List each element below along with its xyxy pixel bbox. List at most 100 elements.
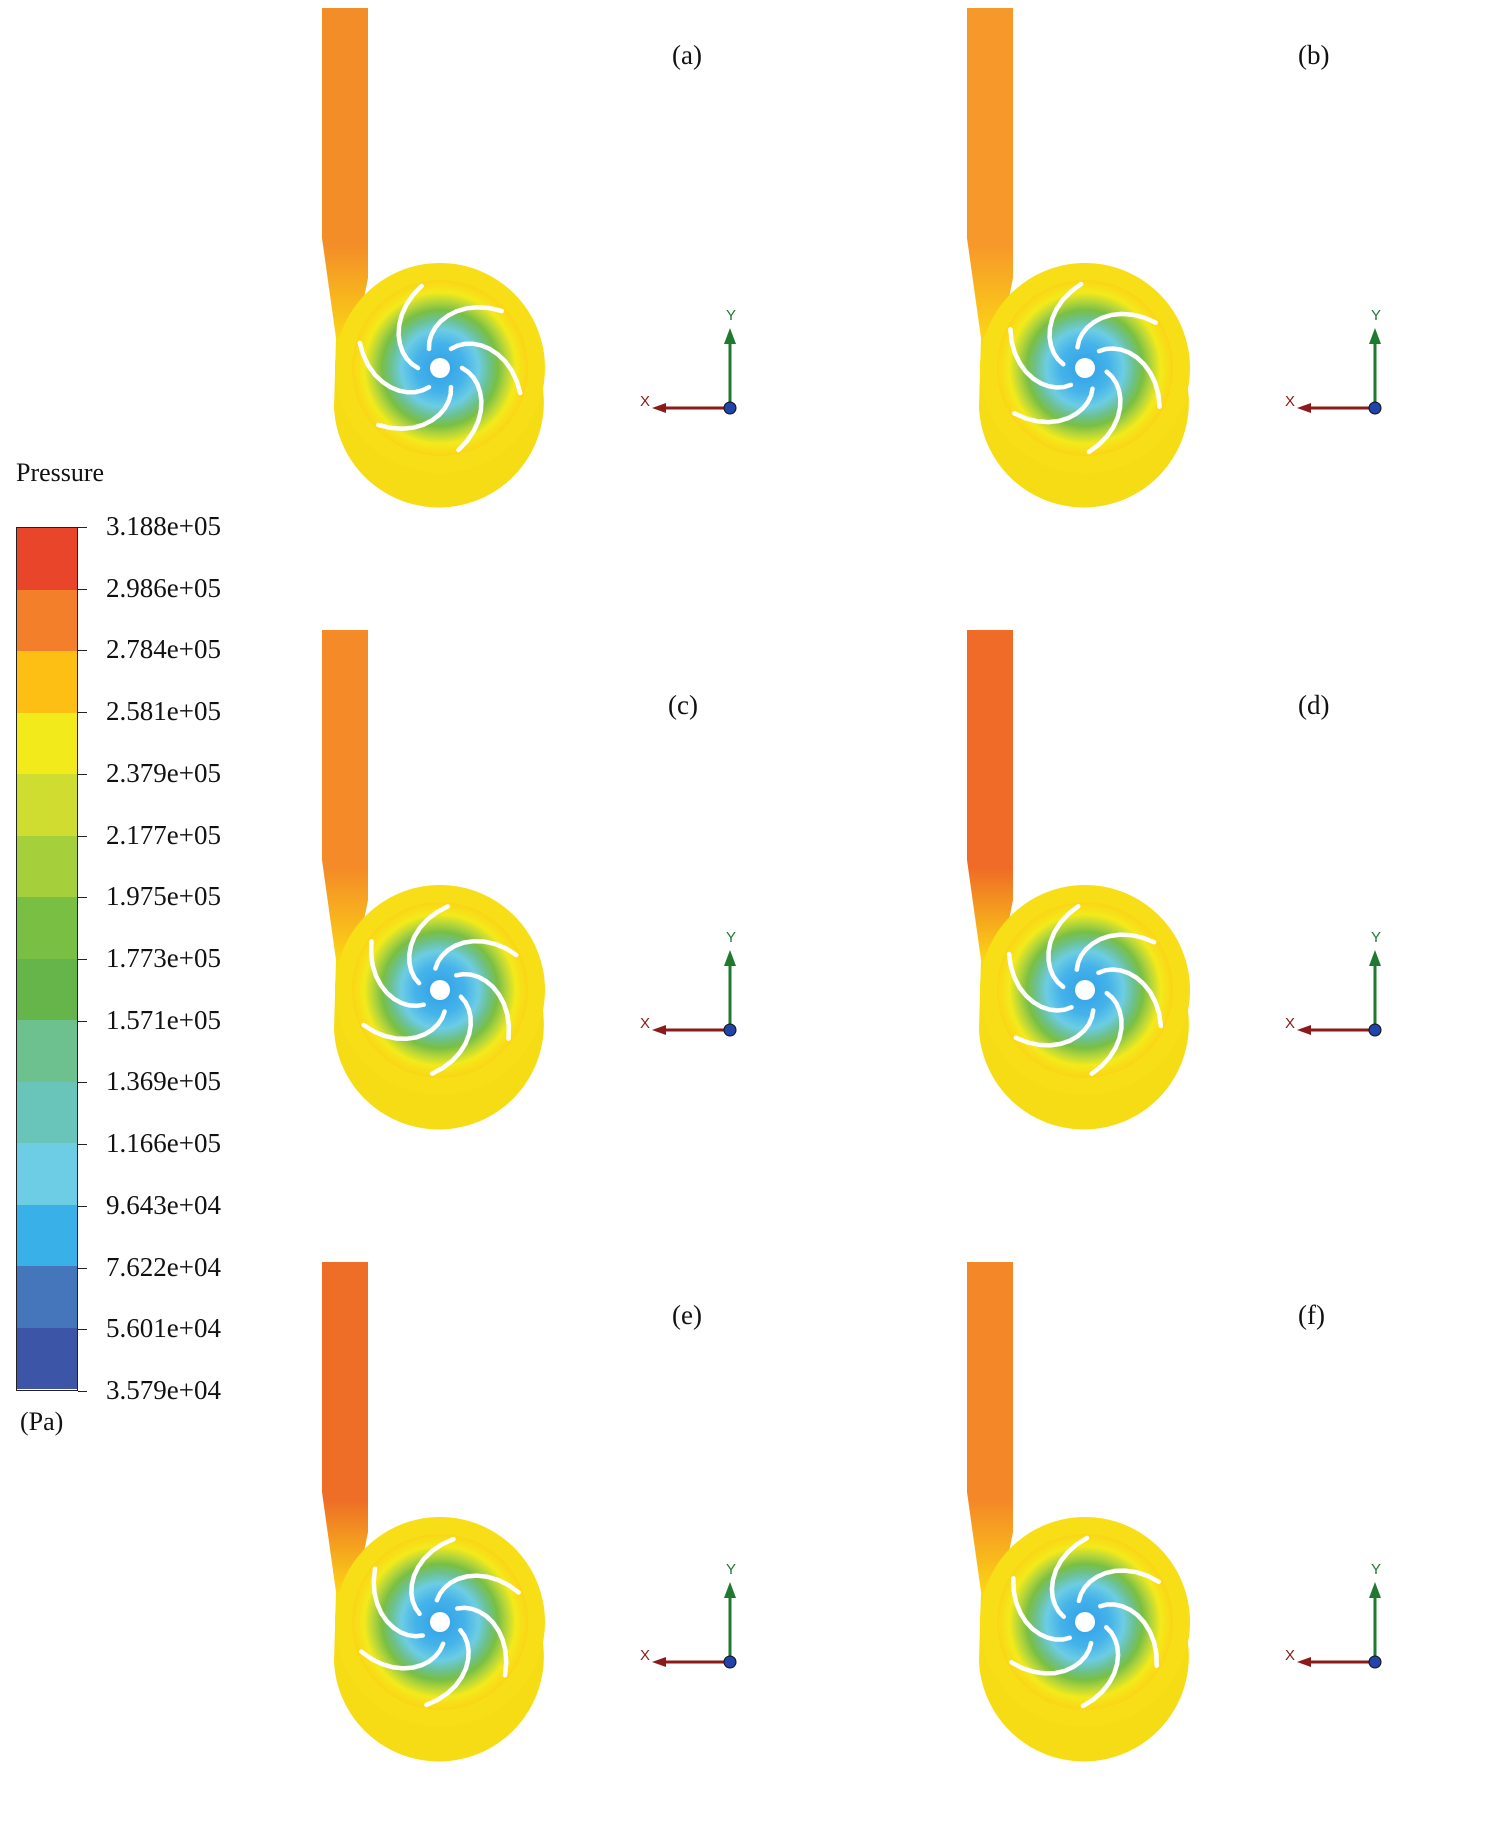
legend-label: 5.601e+04 <box>106 1313 221 1344</box>
legend-label: 3.188e+05 <box>106 511 221 541</box>
impeller-blade <box>357 340 432 395</box>
impeller-blade <box>1009 1640 1094 1676</box>
impeller-blade <box>1080 1625 1121 1709</box>
impeller-blade <box>361 1009 447 1042</box>
panel-label: (c) <box>668 690 698 720</box>
legend-label: 2.986e+05 <box>106 572 221 603</box>
legend-swatch <box>17 1081 77 1143</box>
pump-contour-e: XY <box>322 1262 737 1762</box>
legend-label: 1.975e+05 <box>106 881 221 912</box>
outlet-duct <box>322 8 368 338</box>
impeller-blade <box>433 938 519 971</box>
impeller-blade <box>1075 311 1158 350</box>
z-axis-dot <box>1368 1023 1382 1037</box>
legend-tick <box>78 1267 87 1269</box>
y-axis-label: Y <box>726 1561 736 1578</box>
outlet-duct <box>967 8 1013 338</box>
impeller-blade <box>429 994 473 1076</box>
panel-label: (a) <box>672 40 702 70</box>
panel-label: (f) <box>1298 1300 1325 1330</box>
impeller-blade <box>1046 904 1081 990</box>
impeller-blade <box>396 283 424 371</box>
legend-unit: (Pa) <box>20 1407 64 1436</box>
impeller-blade <box>1076 1568 1161 1604</box>
pump-contour-d: XY <box>967 630 1382 1130</box>
legend-tick <box>78 959 87 960</box>
impeller-blade <box>1008 327 1074 390</box>
impeller-hub <box>430 980 450 1000</box>
legend-label: 2.177e+05 <box>106 819 221 850</box>
pump-contour-f: XY <box>967 1262 1382 1762</box>
legend-label: 2.581e+05 <box>106 696 221 727</box>
legend-swatch <box>17 958 77 1020</box>
legend-tick <box>78 1082 87 1084</box>
z-axis-dot <box>723 1655 737 1669</box>
z-axis-dot <box>723 401 737 415</box>
impeller-blade <box>1096 967 1164 1029</box>
legend-label: 1.166e+05 <box>106 1128 221 1159</box>
outlet-duct <box>967 630 1013 960</box>
legend-tick <box>78 527 87 528</box>
impeller-blade <box>426 304 505 352</box>
legend-swatch <box>17 774 77 836</box>
pump-contour-c: XY <box>322 630 737 1130</box>
legend-label: 3.579e+04 <box>106 1375 221 1405</box>
impeller-blade <box>1011 1576 1072 1642</box>
impeller-blade <box>368 939 426 1009</box>
impeller-blade <box>1047 281 1084 367</box>
impeller-hub <box>1075 1612 1095 1632</box>
impeller-blade <box>409 1536 456 1617</box>
x-axis-label: X <box>1285 1647 1295 1664</box>
impeller-blade <box>1089 990 1124 1076</box>
x-axis-label: X <box>640 393 650 410</box>
x-axis-label: X <box>1285 1015 1295 1032</box>
impeller-blade <box>1006 951 1074 1013</box>
impeller-hub <box>1075 358 1095 378</box>
impeller-blade <box>375 384 454 432</box>
panel-label: (d) <box>1298 690 1330 720</box>
impeller-blade <box>455 1605 509 1678</box>
impeller-blade <box>1049 1535 1090 1619</box>
x-axis-label: X <box>1285 393 1295 410</box>
x-axis-label: X <box>640 1015 650 1032</box>
impeller-blade <box>454 971 512 1041</box>
legend-label: 7.622e+04 <box>106 1251 221 1282</box>
legend-title: Pressure <box>16 458 105 487</box>
x-axis-label: X <box>640 1647 650 1664</box>
legend-tick <box>78 1329 87 1331</box>
legend-label: 2.379e+05 <box>106 757 221 788</box>
impeller-blade <box>1074 932 1157 972</box>
impeller-blade <box>424 1627 471 1708</box>
impeller-blade <box>448 341 523 396</box>
y-axis-label: Y <box>726 307 736 324</box>
legend-label: 9.643e+04 <box>106 1189 221 1220</box>
pump-contour-a: XY <box>322 8 737 508</box>
impeller-blade <box>1096 346 1162 409</box>
panel-label: (b) <box>1298 40 1330 70</box>
legend-tick <box>78 712 87 714</box>
z-axis-dot <box>723 1023 737 1037</box>
impeller-blade <box>407 904 451 986</box>
legend-label: 1.369e+05 <box>106 1066 221 1097</box>
y-axis-label: Y <box>1371 1561 1381 1578</box>
impeller-blade <box>1013 1008 1096 1048</box>
impeller-blade <box>434 1573 521 1603</box>
legend-tick <box>78 588 87 590</box>
legend-tick <box>78 835 87 837</box>
legend-tick <box>78 650 87 652</box>
legend-swatch <box>17 897 77 959</box>
impeller-hub <box>430 358 450 378</box>
y-axis-label: Y <box>1371 307 1381 324</box>
panel-label: (e) <box>672 1300 702 1330</box>
legend-tick <box>78 1020 87 1022</box>
legend-label: 1.773e+05 <box>106 943 221 973</box>
legend-colorbar <box>16 527 78 1391</box>
legend-swatch <box>17 1020 77 1082</box>
pressure-legend: Pressure 3.188e+05 2.986e+05 2.784e+05 2.581… <box>0 0 300 1821</box>
impeller-blade <box>1098 1602 1159 1668</box>
pump-contour-b: XY <box>967 8 1382 508</box>
y-axis-label: Y <box>726 929 736 946</box>
impeller-blade <box>456 365 484 453</box>
impeller-hub <box>430 1612 450 1632</box>
legend-swatch <box>17 1266 77 1328</box>
